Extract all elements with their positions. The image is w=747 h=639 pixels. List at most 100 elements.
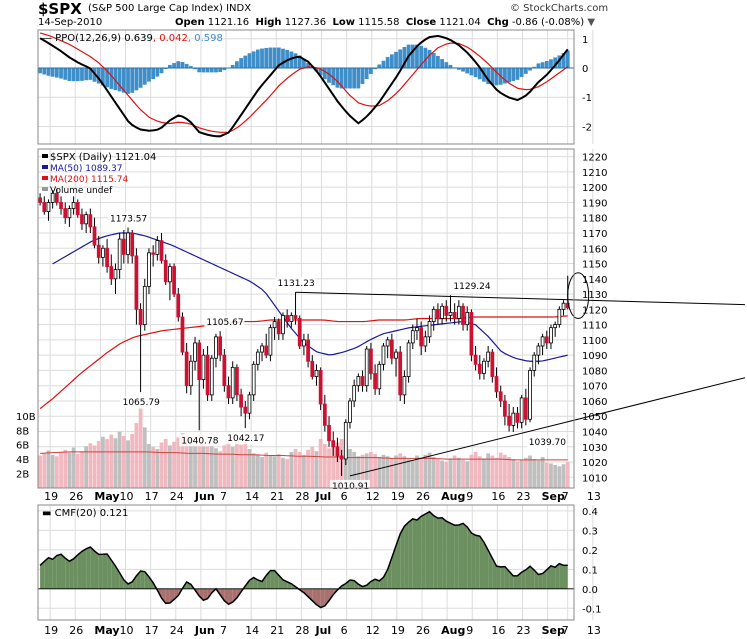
volume-bar <box>331 445 336 488</box>
ppo-histogram-bar <box>46 68 51 76</box>
volume-bar <box>151 446 156 488</box>
candle-body <box>218 336 223 356</box>
ppo-histogram-bar <box>209 68 214 73</box>
ppo-histogram-bar <box>205 68 210 73</box>
cmf-area-segment <box>375 579 380 589</box>
volume-bar <box>373 454 377 488</box>
volume-bar <box>322 443 327 488</box>
brand[interactable]: © StockCharts.com <box>510 3 609 14</box>
volume-bar <box>113 438 118 488</box>
candle-body <box>389 339 394 359</box>
ppo-histogram-bar <box>398 49 403 68</box>
candle-body <box>180 316 185 353</box>
cmf-area-segment <box>525 566 531 589</box>
cmf-area-segment <box>262 575 267 589</box>
ppo-histogram-bar <box>511 68 516 82</box>
ppo-histogram-bar <box>281 48 285 68</box>
volume-bar <box>117 431 122 488</box>
price-panel: 1220 1210 1200 1190 1180 1170 1160 1150 1140 1130… <box>16 148 746 492</box>
ppo-histogram-bar <box>168 64 172 68</box>
candle-body <box>75 202 80 216</box>
ma50-line <box>52 232 568 362</box>
ppo-histogram-bar <box>272 47 277 68</box>
price-tick-label: 1150 <box>582 260 607 271</box>
volume-bar <box>75 454 80 488</box>
ppo-histogram-bar <box>322 68 327 80</box>
ppo-frame <box>37 29 575 145</box>
volume-bar <box>402 456 407 488</box>
candle-body <box>482 360 486 374</box>
cmf-area-segment <box>458 523 464 589</box>
candle-body <box>477 363 482 374</box>
symbol-name: (S&P 500 Large Cap Index) INDX <box>88 3 252 14</box>
cmf-area-segment <box>224 588 229 605</box>
cmf-area-segment <box>534 570 539 589</box>
ppo-histogram-bar <box>456 68 461 70</box>
candle-body <box>385 339 390 347</box>
volume-bar <box>389 458 394 488</box>
x-tick-label: 14 <box>245 490 259 503</box>
volume-bar <box>444 462 449 488</box>
candle-body <box>88 214 93 228</box>
candle-body <box>63 208 68 219</box>
price-annotation: 1040.78 <box>181 436 218 446</box>
x-tick-label: 10 <box>120 624 134 637</box>
cmf-area-segment <box>555 563 560 589</box>
ppo-histogram-bar <box>151 68 156 80</box>
volume-bar <box>528 455 532 488</box>
ppo-histogram-bar <box>549 59 553 68</box>
volume-bar <box>193 443 197 488</box>
ppo-histogram-bar <box>180 62 185 68</box>
ppo-line <box>39 34 569 138</box>
ppo-histogram-bar <box>356 68 361 89</box>
x-tick-label: 9 <box>466 624 473 637</box>
cmf-tick-label: -0.1 <box>582 604 602 615</box>
ppo-histogram-bar <box>503 68 507 84</box>
ppo-histogram-bar <box>80 68 84 81</box>
price-tick-label: 1220 <box>582 153 607 164</box>
cmf-area-segment <box>40 561 45 589</box>
ppo-histogram-bar <box>302 59 306 68</box>
volume-bar <box>318 438 323 488</box>
ppo-histogram-bar <box>536 63 541 68</box>
price-tick-label: 1110 <box>582 321 607 332</box>
volume-bar <box>197 435 202 488</box>
x-tick-label: 16 <box>491 624 505 637</box>
price-tick-label: 1200 <box>582 183 607 194</box>
candle-body <box>289 315 294 322</box>
price-tick-label: 1020 <box>582 458 607 469</box>
x-tick-label: Sep <box>542 624 565 637</box>
x-tick-label: 26 <box>416 490 430 503</box>
x-tick-label: 7 <box>562 624 569 637</box>
volume-bar <box>469 454 474 488</box>
cmf-area-segment <box>442 517 447 589</box>
volume-bar <box>482 458 486 488</box>
ppo-histogram-bar <box>276 47 281 68</box>
ppo-histogram-bar <box>255 49 260 68</box>
ppo-histogram-bar <box>410 44 415 68</box>
price-tick-label: 1090 <box>582 351 607 362</box>
ppo-histogram-bar <box>360 68 365 84</box>
price-legend-item: MA(50) 1089.37 <box>50 164 122 174</box>
x-tick-label: 19 <box>44 624 58 637</box>
ppo-histogram-bar <box>565 50 570 68</box>
x-tick-label: 21 <box>270 490 284 503</box>
volume-bar <box>235 440 239 488</box>
volume-bar <box>494 457 499 488</box>
x-tick-label: 19 <box>391 624 405 637</box>
candle-body <box>117 238 122 271</box>
trendline <box>295 291 746 306</box>
cmf-area-segment <box>538 573 543 589</box>
cmf-area-segment <box>102 554 108 589</box>
price-tick-label: 1210 <box>582 168 607 179</box>
high-value: 1127.36 <box>284 17 327 28</box>
ppo-histogram-bar <box>264 47 269 68</box>
ppo-histogram-bar <box>523 68 528 74</box>
x-tick-label: 19 <box>44 490 58 503</box>
cmf-area-segment <box>396 533 401 589</box>
cmf-area-segment <box>446 521 451 589</box>
price-annotation: 1039.70 <box>529 438 566 448</box>
candle-body <box>230 366 235 399</box>
candle-body <box>50 192 55 203</box>
dropdown-arrow-icon[interactable]: ▼ <box>587 17 596 28</box>
